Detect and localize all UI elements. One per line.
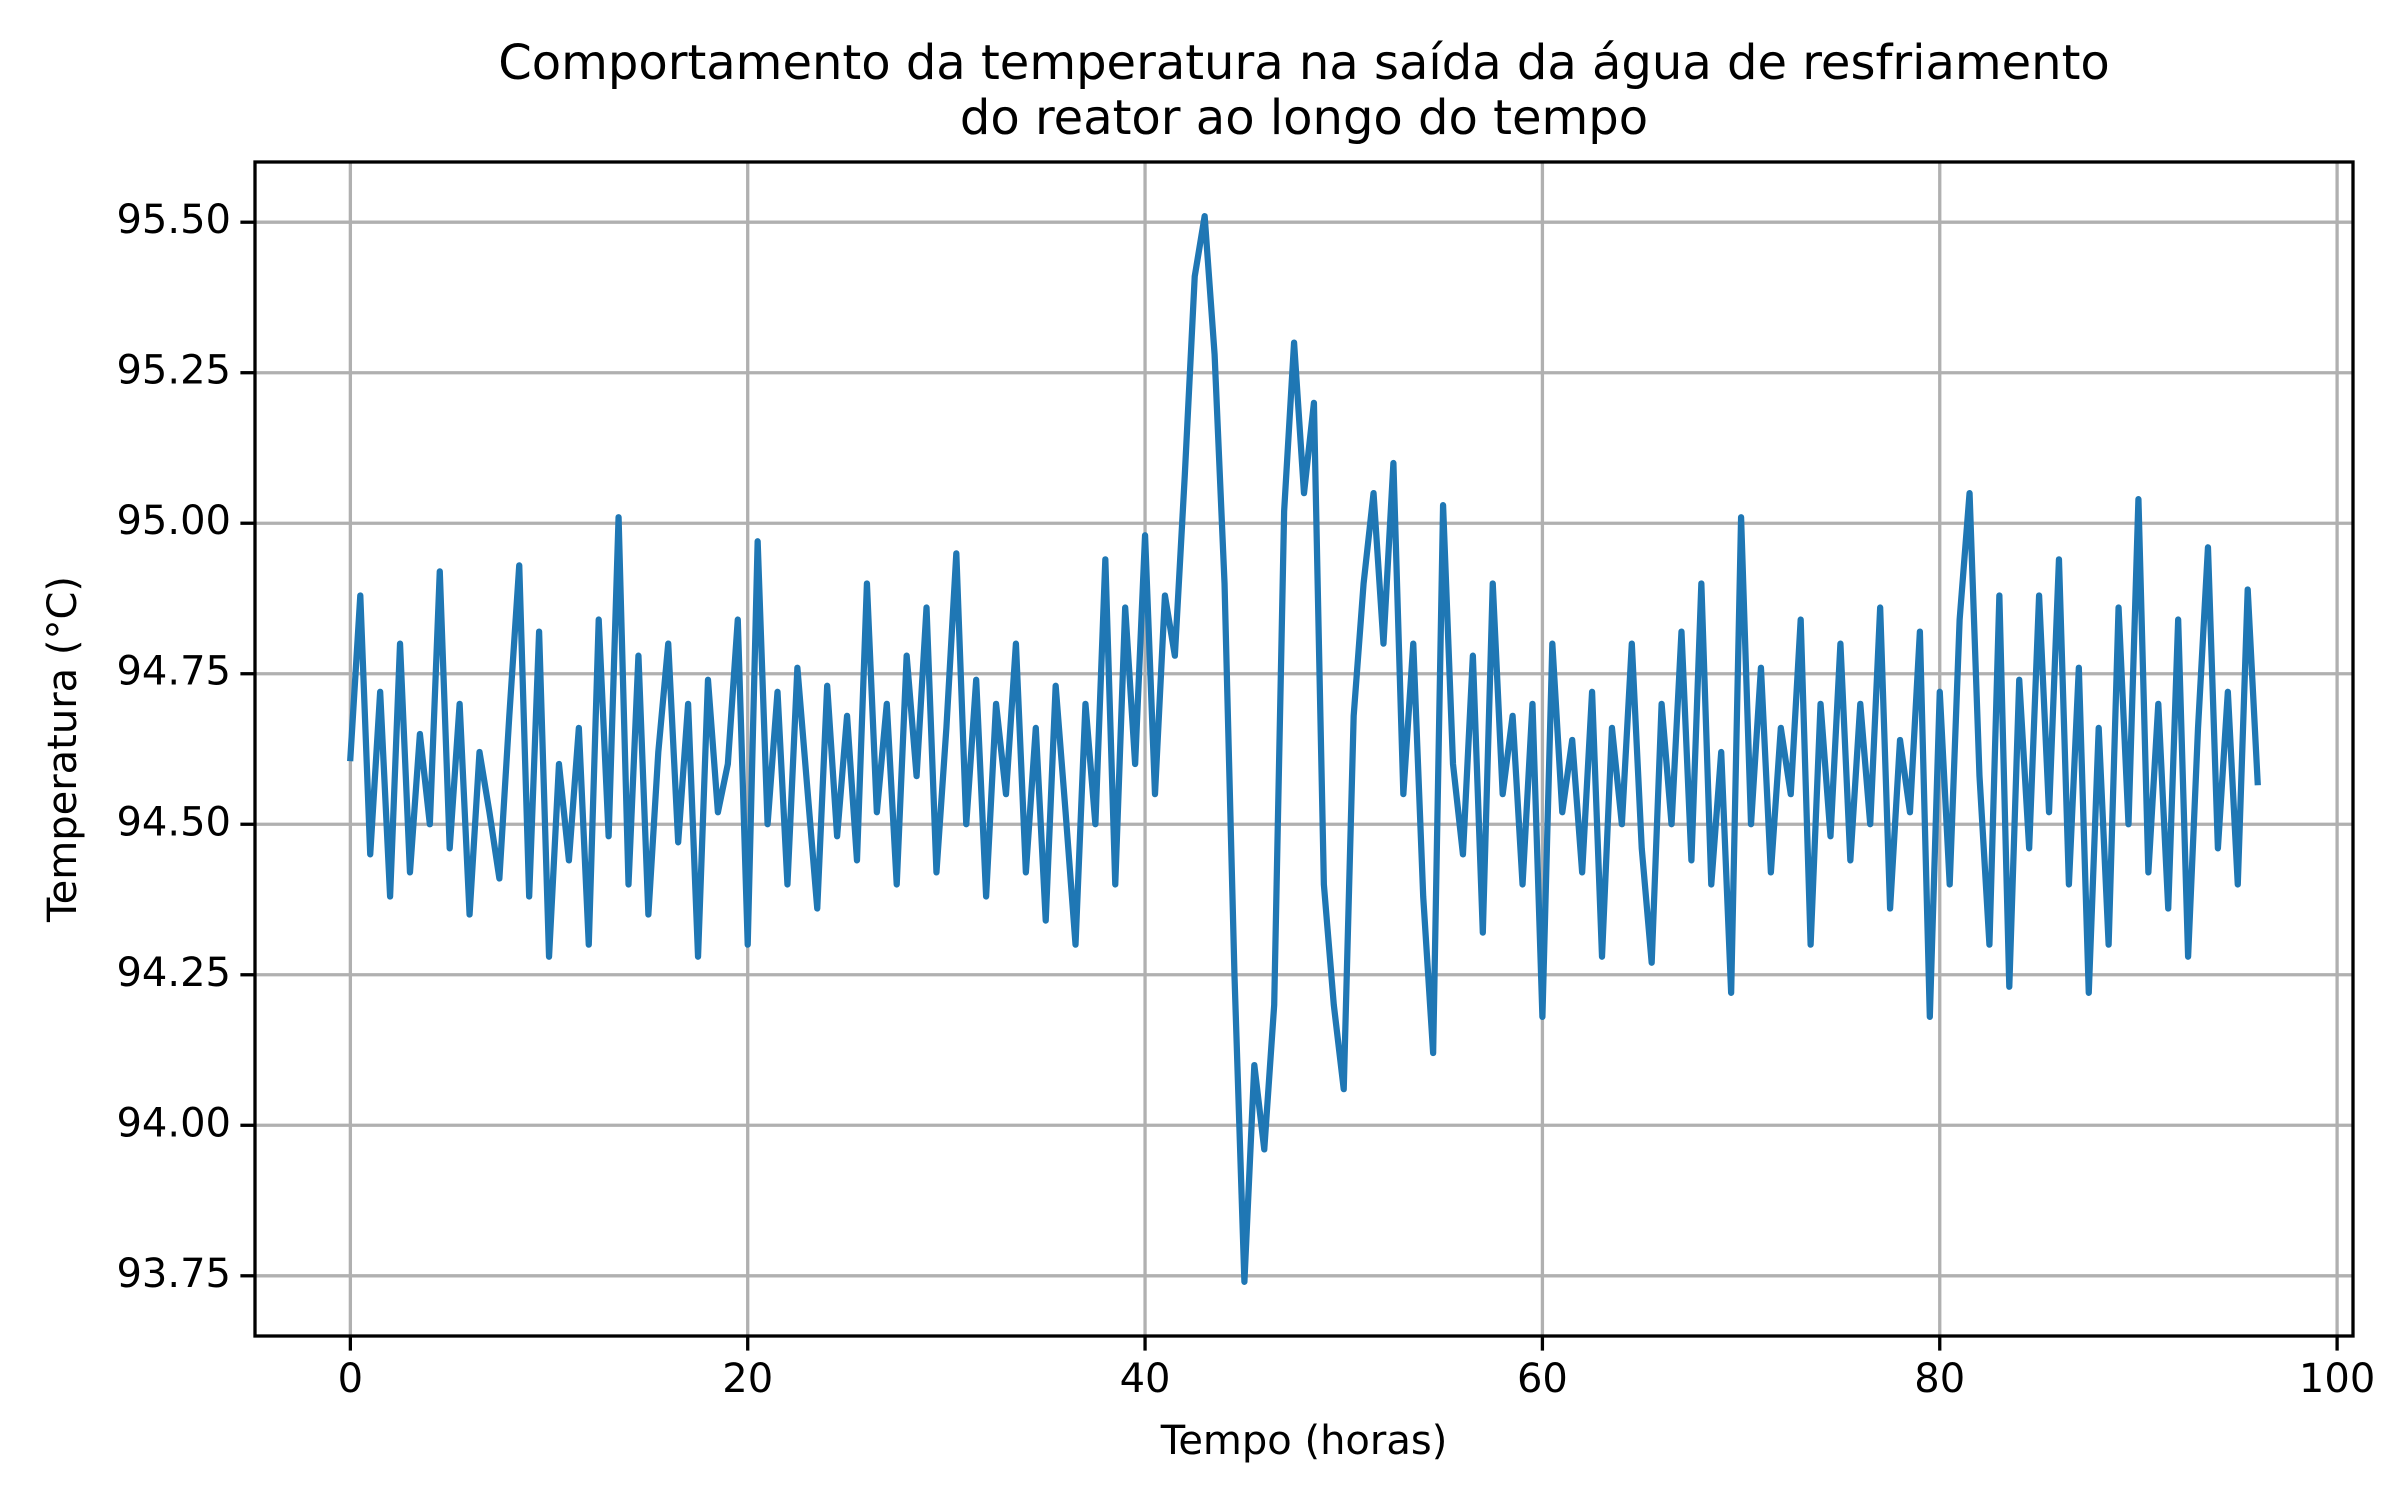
y-tick-label: 93.75 <box>116 1251 231 1297</box>
y-tick-label: 95.00 <box>116 498 231 544</box>
y-tick-label: 94.75 <box>116 649 231 695</box>
y-tick-label: 94.00 <box>116 1100 231 1146</box>
y-tick-label: 95.25 <box>116 348 231 394</box>
y-axis-label: Temperatura (°C) <box>40 576 86 923</box>
plot-frame <box>253 160 2355 1338</box>
y-tick-label: 94.25 <box>116 950 231 996</box>
x-axis-label: Tempo (horas) <box>1160 1418 1448 1464</box>
data-line <box>347 213 2261 1285</box>
x-tick-label: 20 <box>722 1356 773 1402</box>
x-tick-label: 100 <box>2299 1356 2375 1402</box>
x-tick-label: 60 <box>1517 1356 1568 1402</box>
x-tick-label: 0 <box>338 1356 363 1402</box>
chart-title: Comportamento da temperatura na saída da… <box>498 35 2110 146</box>
x-tick-label: 40 <box>1120 1356 1171 1402</box>
y-tick-label: 94.50 <box>116 799 231 845</box>
x-tick-label: 80 <box>1914 1356 1965 1402</box>
y-tick-label: 95.50 <box>116 197 231 243</box>
